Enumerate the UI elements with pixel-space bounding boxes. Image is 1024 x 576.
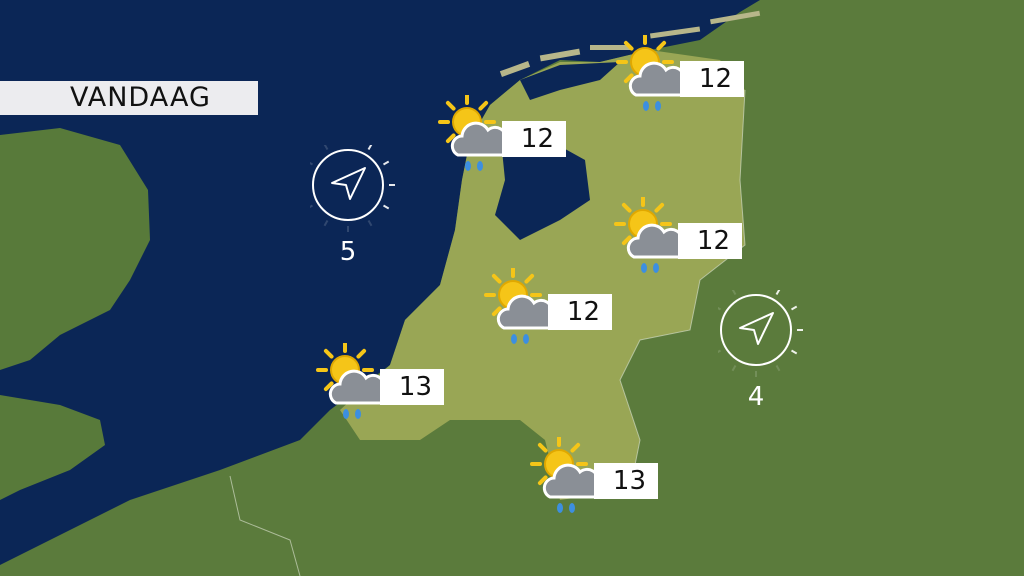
weather-station: 13 xyxy=(524,437,714,527)
land-england xyxy=(0,128,150,370)
rain-drops-icon xyxy=(641,263,659,273)
rain-drops-icon xyxy=(643,101,661,111)
day-label: VANDAAG xyxy=(0,81,258,115)
temperature-label: 12 xyxy=(678,223,742,259)
border-belgium xyxy=(229,475,301,576)
sun-cloud-rain-icon xyxy=(614,197,688,273)
weather-station: 13 xyxy=(310,343,500,433)
weather-station: 12 xyxy=(608,197,798,287)
temperature-label: 12 xyxy=(502,121,566,157)
land-england-south xyxy=(0,395,105,500)
ijsselmeer xyxy=(495,130,590,240)
rain-drops-icon xyxy=(557,503,575,513)
rain-drops-icon xyxy=(465,161,483,171)
wind-direction-arrow-icon xyxy=(709,283,803,377)
rain-drops-icon xyxy=(511,334,529,344)
temperature-label: 13 xyxy=(380,369,444,405)
temperature-label: 12 xyxy=(548,294,612,330)
weather-station: 12 xyxy=(478,268,668,358)
wind-indicator: 5 xyxy=(301,138,410,285)
temperature-label: 12 xyxy=(680,61,744,97)
wind-indicator: 4 xyxy=(709,283,818,430)
wadden-islands xyxy=(499,10,761,77)
wind-force-label: 4 xyxy=(747,382,765,412)
wind-force-label: 5 xyxy=(339,237,357,267)
border-germany xyxy=(619,89,746,491)
temperature-label: 13 xyxy=(594,463,658,499)
wadden-sea xyxy=(520,62,620,100)
rain-drops-icon xyxy=(343,409,361,419)
weather-station: 12 xyxy=(610,35,800,125)
wind-direction-arrow-icon xyxy=(301,138,395,232)
sun-cloud-rain-icon xyxy=(530,437,604,513)
weather-station: 12 xyxy=(432,95,622,185)
